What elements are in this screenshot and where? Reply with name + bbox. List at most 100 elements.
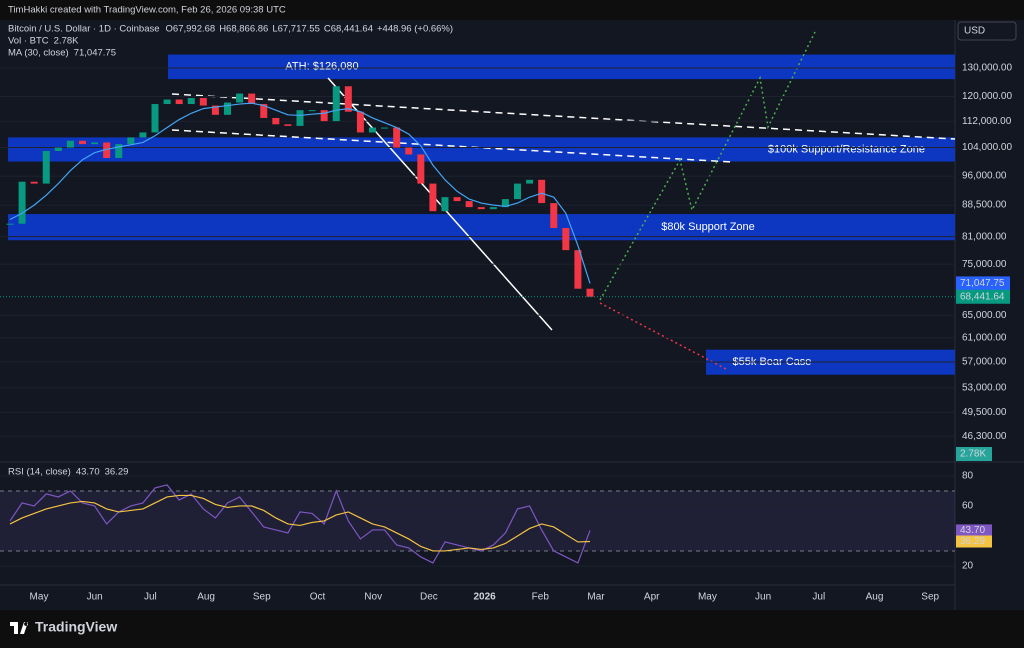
candle	[248, 93, 256, 105]
candle	[139, 132, 147, 138]
x-tick-label: 2026	[473, 592, 496, 603]
trend-lines	[171, 31, 956, 371]
candle	[103, 142, 111, 158]
candle	[272, 117, 280, 125]
rsi-label-box	[956, 524, 992, 537]
trend-line	[327, 77, 553, 331]
credit: TimHakki created with TradingView.com, F…	[8, 5, 286, 16]
x-tick-label: Oct	[310, 592, 326, 603]
candle	[199, 98, 207, 106]
x-tick-label: Dec	[420, 592, 438, 603]
candle	[163, 99, 171, 105]
candle	[514, 183, 521, 200]
price-label: 68,441.64	[960, 291, 1005, 302]
moving-average	[9, 102, 591, 284]
y-tick-label: 65,000.00	[962, 310, 1007, 321]
ma-label: MA (30, close)	[8, 48, 69, 59]
candle	[465, 201, 473, 208]
candle	[91, 142, 99, 145]
y-tick-label: 46,300.00	[962, 431, 1007, 442]
candle	[441, 197, 449, 212]
candle	[187, 98, 195, 105]
price-label-box	[956, 289, 1010, 304]
bear-projection	[599, 302, 729, 371]
y-tick-label: 104,000.00	[962, 142, 1012, 153]
rsi-axis-label: 43.70	[960, 525, 985, 536]
volume-label: Vol · BTC	[8, 36, 49, 47]
x-tick-label: Nov	[364, 592, 382, 603]
bottom-bar	[0, 610, 1024, 648]
rsi-ma-value: 36.29	[105, 467, 129, 478]
x-tick-label: Jun	[755, 592, 771, 603]
zone-label: $100k Support/Resistance Zone	[768, 143, 925, 155]
candle	[224, 102, 231, 115]
rsi-title: RSI (14, close)	[8, 467, 71, 478]
volume-axis-label: 2.78K	[960, 449, 986, 460]
candle	[393, 127, 401, 148]
price-label-box	[956, 276, 1010, 291]
ohlc-value: O67,992.68	[166, 24, 216, 35]
x-tick-label: Feb	[532, 592, 550, 603]
candle	[296, 110, 304, 126]
x-tick-label: Mar	[587, 592, 605, 603]
y-tick-label: 130,000.00	[962, 63, 1012, 74]
zone-label: $80k Support Zone	[661, 221, 755, 233]
y-tick-label: 53,000.00	[962, 383, 1007, 394]
candle	[320, 110, 328, 122]
volume-price-label	[956, 447, 992, 461]
candle	[429, 183, 437, 212]
x-tick-label: May	[30, 592, 49, 603]
price-label: 71,047.75	[960, 278, 1005, 289]
candle	[356, 111, 364, 133]
candle	[526, 179, 534, 184]
y-tick-label: 60	[962, 501, 974, 512]
y-tick-label: 88,500.00	[962, 200, 1007, 211]
y-tick-label: 20	[962, 561, 974, 572]
candle	[42, 150, 50, 184]
candle	[54, 147, 62, 151]
bull-projection	[599, 31, 816, 301]
rsi-band	[0, 490, 955, 551]
rsi-label-box	[956, 535, 992, 548]
brand: TradingView	[35, 619, 117, 635]
volume-value: 2.78K	[54, 36, 79, 47]
ohlc-value: +448.96 (+0.66%)	[377, 24, 453, 35]
x-tick-label: Sep	[253, 592, 271, 603]
candle	[211, 105, 219, 115]
x-tick-label: Jul	[144, 592, 157, 603]
candle	[417, 154, 425, 184]
candle	[501, 199, 509, 208]
candle	[344, 86, 352, 112]
y-tick-label: 112,000.00	[962, 116, 1012, 127]
y-tick-label: 81,000.00	[962, 231, 1007, 242]
candle	[115, 144, 123, 158]
candle	[369, 127, 376, 133]
candle	[236, 93, 244, 103]
symbol: Bitcoin / U.S. Dollar · 1D · Coinbase	[8, 24, 160, 35]
candle	[18, 181, 26, 224]
ohlc-value: C68,441.64	[324, 24, 373, 35]
rsi-line	[9, 484, 591, 564]
plot: 130,000.00 120,000.00 112,000.00 104,000.00…	[0, 63, 1012, 603]
logo-icon	[10, 622, 29, 634]
y-tick-label: 61,000.00	[962, 332, 1007, 343]
x-tick-label: Sep	[921, 592, 939, 603]
candle	[30, 181, 38, 184]
trend-line	[171, 93, 956, 140]
candle	[175, 99, 183, 105]
x-tick-label: Aug	[197, 592, 215, 603]
rsi-value: 43.70	[76, 467, 100, 478]
y-tick-label: 75,000.00	[962, 259, 1007, 270]
ohlc-value: L67,717.55	[272, 24, 320, 35]
currency-button[interactable]	[957, 21, 1017, 41]
x-tick-label: May	[698, 592, 717, 603]
zone-label: ATH: $126,080	[285, 61, 358, 73]
candle	[550, 203, 558, 228]
x-tick-label: Apr	[644, 592, 660, 603]
zone	[8, 214, 955, 241]
candle	[538, 179, 546, 204]
candle	[574, 250, 582, 289]
currency[interactable]: USD	[964, 26, 985, 37]
